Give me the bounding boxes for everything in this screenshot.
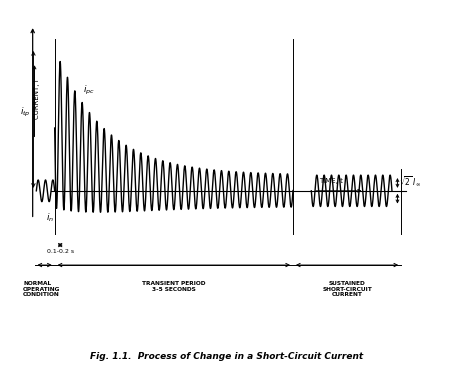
Text: CURRENT, i: CURRENT, i: [34, 80, 40, 119]
Text: $i_n$: $i_n$: [46, 212, 54, 224]
Text: NORMAL
OPERATING
CONDITION: NORMAL OPERATING CONDITION: [23, 281, 61, 297]
Text: SUSTAINED
SHORT-CIRCUIT
CURRENT: SUSTAINED SHORT-CIRCUIT CURRENT: [322, 281, 372, 297]
Text: TIME, t: TIME, t: [318, 178, 342, 184]
Text: $i_{pc}$: $i_{pc}$: [82, 84, 95, 97]
Text: TRANSIENT PERIOD
3-5 SECONDS: TRANSIENT PERIOD 3-5 SECONDS: [142, 281, 206, 292]
Text: $i_{tp}$: $i_{tp}$: [20, 106, 31, 119]
Text: 0.1-0.2 s: 0.1-0.2 s: [47, 249, 74, 254]
Text: Fig. 1.1.  Process of Change in a Short-Circuit Current: Fig. 1.1. Process of Change in a Short-C…: [90, 352, 363, 361]
Text: $\sqrt{2}\ I_\infty$: $\sqrt{2}\ I_\infty$: [399, 175, 421, 189]
